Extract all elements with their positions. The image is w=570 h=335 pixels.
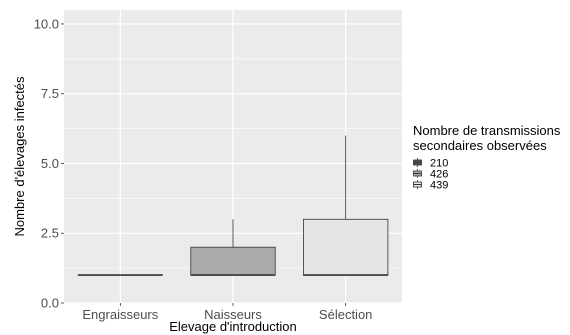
boxes — [77, 135, 389, 276]
legend-label: 439 — [430, 180, 448, 192]
y-tick-label: 7.5 — [41, 86, 59, 101]
legend-key-439 — [413, 180, 422, 189]
box-body — [303, 218, 389, 276]
x-tick-label: Sélection — [319, 307, 372, 322]
x-tick-label: Naisseurs — [204, 307, 262, 322]
legend-label: 426 — [430, 169, 448, 181]
y-tick-label: 5.0 — [41, 156, 59, 171]
legend: Nombre de transmissions secondaires obse… — [413, 123, 561, 192]
y-ticks: 0.0 2.5 5.0 7.5 10.0 — [34, 16, 64, 311]
y-tick-label: 10.0 — [34, 16, 59, 31]
x-ticks: Engraisseurs Naisseurs Sélection — [82, 303, 372, 322]
box-body — [190, 246, 276, 276]
x-tick-label: Engraisseurs — [82, 307, 158, 322]
box-426 — [190, 219, 276, 276]
legend-label: 210 — [430, 158, 448, 170]
legend-key-210 — [413, 158, 422, 167]
legend-title-line-1: Nombre de transmissions — [413, 123, 561, 138]
y-tick-label: 0.0 — [41, 296, 59, 311]
y-tick-label: 2.5 — [41, 226, 59, 241]
box-439 — [303, 135, 389, 276]
y-axis-title: Nombre d'élevages infectés — [12, 76, 27, 237]
legend-key-426 — [413, 169, 422, 178]
legend-title-line-2: secondaires observées — [413, 138, 547, 153]
x-axis-title: Elevage d'introduction — [169, 319, 297, 334]
